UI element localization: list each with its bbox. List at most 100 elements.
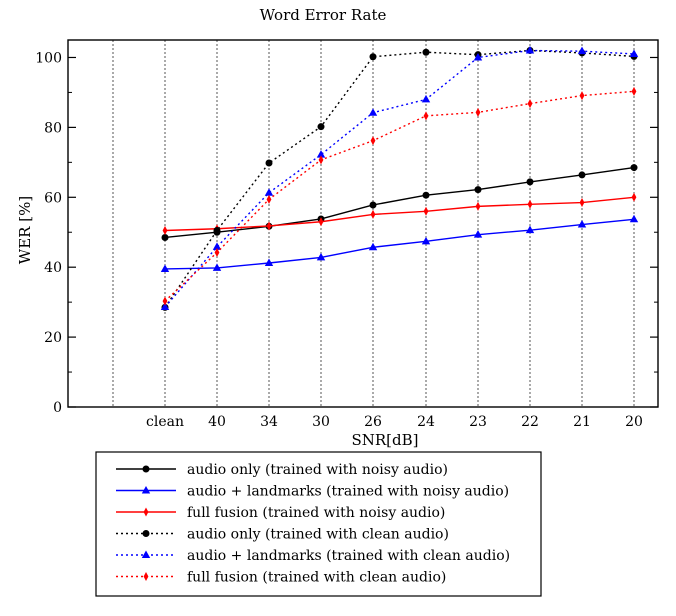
marker-diamond: [214, 248, 220, 258]
series-line: [164, 49, 635, 308]
marker-diamond: [318, 217, 324, 227]
x-tick-label: 30: [312, 414, 330, 430]
series: [161, 46, 638, 311]
series-line: [164, 218, 635, 270]
x-tick-label: 21: [573, 414, 591, 430]
marker-diamond: [579, 91, 585, 101]
y-tick-label: 40: [44, 260, 62, 276]
grid-lines: [112, 40, 635, 407]
marker-triangle: [473, 52, 483, 61]
x-tick-label: 26: [364, 414, 382, 430]
marker-triangle: [160, 302, 170, 311]
legend-entry: audio only (trained with clean audio): [187, 527, 449, 543]
marker-circle: [422, 48, 430, 56]
marker-triangle: [264, 258, 274, 266]
marker-triangle: [264, 188, 274, 196]
marker-circle: [213, 226, 221, 234]
marker-diamond: [475, 201, 481, 211]
axes: [67, 39, 659, 408]
x-axis-label: SNR[dB]: [351, 431, 418, 449]
chart-title: Word Error Rate: [260, 6, 387, 24]
x-tick-label: 40: [208, 414, 226, 430]
marker-diamond: [527, 99, 533, 109]
marker-triangle: [577, 220, 587, 228]
marker-triangle: [316, 252, 326, 261]
marker-circle: [526, 178, 534, 186]
series: [160, 45, 639, 311]
marker-circle: [474, 186, 482, 194]
x-tick-label: 23: [469, 414, 487, 430]
marker-triangle: [316, 150, 326, 158]
marker-triangle: [629, 49, 639, 57]
marker-circle: [265, 159, 273, 167]
marker-diamond: [579, 198, 585, 208]
marker-diamond: [143, 572, 149, 581]
legend-entry: full fusion (trained with clean audio): [187, 570, 446, 586]
x-tick-label: clean: [146, 414, 184, 430]
marker-triangle: [577, 46, 587, 55]
marker-triangle: [421, 94, 431, 103]
marker-diamond: [423, 206, 429, 216]
legend-entry: full fusion (trained with noisy audio): [187, 505, 445, 521]
marker-triangle: [525, 225, 535, 234]
tick-labels: 0 20 40 60 80 100 clean 40 34 30 26 24 23 22 21 20: [35, 50, 643, 430]
y-axis-label: WER [%]: [16, 196, 34, 264]
marker-diamond: [143, 507, 149, 517]
marker-diamond: [370, 136, 376, 146]
marker-diamond: [266, 221, 272, 231]
marker-triangle: [525, 45, 535, 54]
marker-triangle: [368, 242, 378, 251]
legend: audio only (trained with noisy audio) aud…: [95, 451, 542, 597]
marker-triangle: [212, 263, 222, 271]
series: [162, 192, 637, 235]
marker-triangle: [473, 230, 483, 238]
y-tick-label: 20: [44, 330, 62, 346]
y-tick-label: 60: [44, 190, 62, 206]
y-tick-label: 80: [44, 120, 62, 136]
marker-diamond: [527, 199, 533, 209]
series-line: [164, 196, 635, 232]
marker-triangle: [141, 550, 151, 558]
legend-box: [95, 451, 542, 597]
series-line: [164, 90, 635, 302]
series-layer: [160, 45, 639, 311]
marker-diamond: [475, 107, 481, 117]
marker-diamond: [266, 194, 272, 204]
legend-entry: audio only (trained with noisy audio): [187, 462, 448, 478]
y-tick-label: 100: [35, 50, 62, 66]
marker-triangle: [141, 486, 151, 494]
marker-circle: [369, 53, 377, 61]
marker-triangle: [629, 214, 639, 223]
y-tick-label: 0: [53, 400, 62, 416]
marker-triangle: [421, 236, 431, 245]
marker-diamond: [631, 86, 637, 96]
x-tick-label: 24: [417, 414, 435, 430]
marker-triangle: [160, 264, 170, 272]
plot-frame: [67, 39, 659, 408]
legend-entry: audio + landmarks (trained with clean au…: [187, 548, 510, 564]
series-line: [164, 166, 635, 239]
x-tick-label: 34: [260, 414, 278, 430]
marker-circle: [369, 201, 377, 209]
x-tick-label: 22: [521, 414, 539, 430]
series: [162, 86, 637, 306]
marker-diamond: [162, 296, 168, 306]
legend-entry: audio + landmarks (trained with noisy au…: [187, 484, 509, 500]
marker-diamond: [423, 111, 429, 121]
marker-triangle: [212, 242, 222, 250]
marker-circle: [630, 164, 638, 172]
marker-circle: [317, 123, 325, 131]
marker-diamond: [318, 155, 324, 165]
marker-diamond: [162, 225, 168, 235]
series: [160, 214, 639, 272]
marker-circle: [142, 530, 150, 537]
marker-circle: [422, 191, 430, 199]
series-line: [164, 49, 635, 308]
x-tick-label: 20: [625, 414, 643, 430]
marker-diamond: [631, 192, 637, 202]
marker-triangle: [368, 108, 378, 116]
marker-circle: [578, 171, 586, 179]
marker-circle: [142, 465, 150, 473]
marker-diamond: [370, 209, 376, 219]
